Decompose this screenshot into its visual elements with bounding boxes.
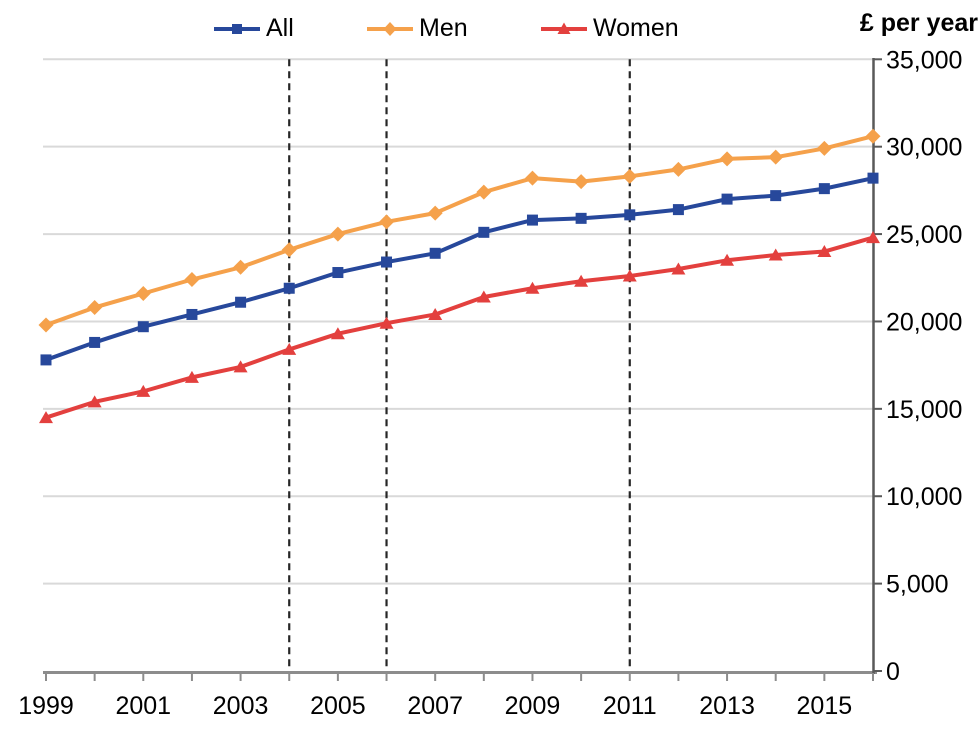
y-tick-label-0: 0 <box>886 658 900 686</box>
y-tick-label-25000: 25,000 <box>886 221 962 249</box>
legend-label-men: Men <box>419 14 468 42</box>
legend-item-men: Men <box>366 14 468 43</box>
marker-all-2003 <box>235 296 247 308</box>
marker-men-2000 <box>87 299 103 315</box>
marker-women-2016 <box>866 231 880 244</box>
y-tick-label-5000: 5,000 <box>886 571 949 599</box>
x-tick-label-1999: 1999 <box>18 692 74 720</box>
marker-men-2008 <box>476 184 492 200</box>
legend-marker-all-icon <box>214 23 260 34</box>
marker-men-2007 <box>427 205 443 221</box>
marker-all-2007 <box>429 247 441 259</box>
marker-all-2011 <box>624 209 636 221</box>
x-tick-label-2003: 2003 <box>213 692 269 720</box>
marker-women-1999 <box>39 411 53 424</box>
y-tick-label-10000: 10,000 <box>886 483 962 511</box>
marker-all-2009 <box>526 214 538 226</box>
x-tick-label-2007: 2007 <box>407 692 463 720</box>
marker-men-2004 <box>281 242 297 258</box>
marker-women-2014 <box>768 248 783 261</box>
marker-men-2010 <box>573 174 589 190</box>
marker-all-2016 <box>867 172 879 184</box>
y-tick-label-15000: 15,000 <box>886 396 962 424</box>
marker-all-1999 <box>40 354 52 366</box>
marker-all-2005 <box>332 267 344 279</box>
marker-women-2015 <box>817 245 832 258</box>
marker-all-2002 <box>186 308 198 320</box>
series-line-all <box>44 176 875 362</box>
marker-men-2012 <box>670 161 686 177</box>
marker-women-2011 <box>622 269 637 282</box>
y-tick-label-35000: 35,000 <box>886 46 962 74</box>
marker-all-2013 <box>721 193 733 205</box>
legend-item-women: Women <box>540 14 679 43</box>
marker-women-2009 <box>525 281 540 294</box>
legend-label-women: Women <box>593 14 679 42</box>
marker-women-2002 <box>184 370 199 383</box>
marker-women-2005 <box>330 327 345 340</box>
x-tick-label-2001: 2001 <box>115 692 171 720</box>
legend-label-all: All <box>266 14 294 42</box>
marker-men-2013 <box>719 151 735 167</box>
marker-all-2006 <box>381 256 393 268</box>
marker-women-2010 <box>574 274 589 287</box>
legend-marker-women-icon <box>541 22 587 34</box>
marker-men-2002 <box>184 272 200 288</box>
marker-all-2014 <box>770 190 782 202</box>
series-line-men <box>44 134 875 327</box>
marker-men-2011 <box>622 168 638 184</box>
marker-men-2006 <box>379 214 395 230</box>
x-tick-label-2005: 2005 <box>310 692 366 720</box>
marker-women-2012 <box>671 262 686 275</box>
marker-women-2006 <box>379 316 394 329</box>
series-line-women <box>44 235 875 420</box>
marker-all-2010 <box>575 212 587 224</box>
marker-women-2008 <box>476 290 491 303</box>
marker-all-2000 <box>89 336 101 348</box>
marker-women-2013 <box>720 253 735 266</box>
x-tick-label-2015: 2015 <box>797 692 853 720</box>
marker-women-2001 <box>136 384 151 397</box>
x-tick-label-2009: 2009 <box>505 692 561 720</box>
marker-all-2012 <box>672 204 684 216</box>
marker-women-2004 <box>282 342 297 355</box>
marker-men-2014 <box>768 149 784 165</box>
marker-all-2004 <box>283 282 295 294</box>
marker-women-2003 <box>233 360 248 373</box>
marker-men-2005 <box>330 226 346 242</box>
marker-men-2015 <box>816 140 832 156</box>
marker-all-2015 <box>818 183 830 195</box>
marker-men-1999 <box>38 317 54 333</box>
legend-marker-men-icon <box>367 21 413 36</box>
marker-women-2000 <box>87 395 102 408</box>
x-tick-label-2013: 2013 <box>699 692 755 720</box>
marker-men-2003 <box>233 259 249 275</box>
y-tick-label-20000: 20,000 <box>886 308 962 336</box>
legend-item-all: All <box>213 14 294 43</box>
x-tick-label-2011: 2011 <box>603 692 657 720</box>
marker-all-2008 <box>478 226 490 238</box>
marker-all-2001 <box>137 321 149 333</box>
y-tick-label-30000: 30,000 <box>886 134 962 162</box>
marker-women-2007 <box>428 307 443 320</box>
y-axis-title: £ per year <box>859 9 978 37</box>
marker-men-2001 <box>135 285 151 301</box>
marker-men-2016 <box>865 128 881 144</box>
marker-men-2009 <box>524 170 540 186</box>
